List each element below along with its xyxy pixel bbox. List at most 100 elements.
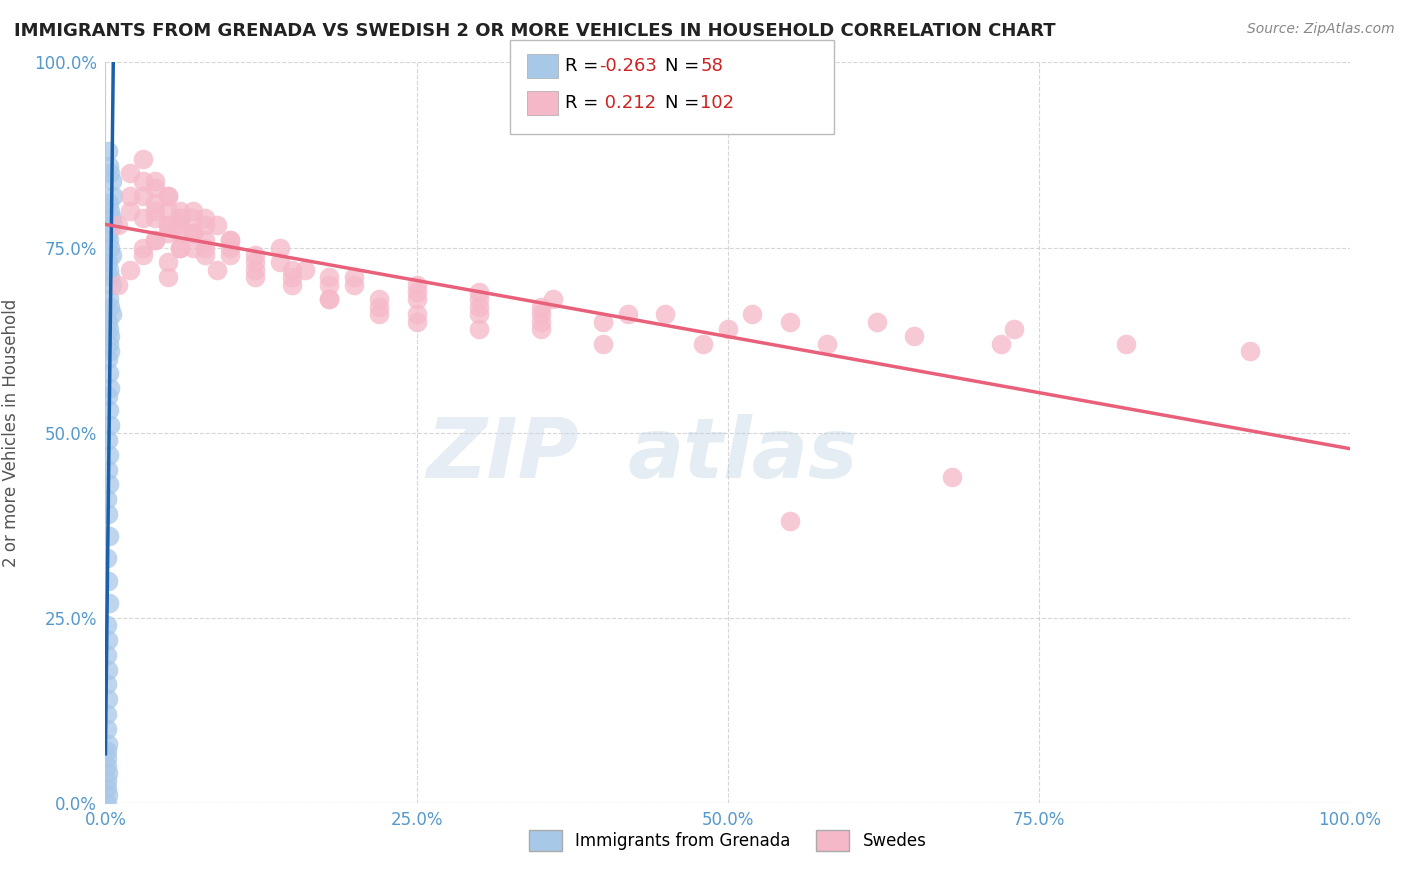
Point: [156, 203, 179, 218]
Point: [100, 307, 122, 321]
Point: [181, 226, 204, 240]
Point: [269, 255, 291, 269]
Point: [97, 351, 120, 366]
Point: [97, 145, 120, 159]
Point: [194, 248, 217, 262]
Point: [100, 174, 122, 188]
Point: [530, 315, 553, 329]
Point: [181, 211, 204, 225]
Point: [169, 211, 191, 225]
Point: [143, 196, 166, 211]
Point: [132, 240, 155, 255]
Point: [181, 226, 204, 240]
Point: [143, 211, 166, 225]
Point: [219, 248, 242, 262]
Point: [318, 293, 340, 307]
Point: [156, 226, 179, 240]
Point: [98, 448, 121, 462]
Point: [592, 336, 614, 351]
Point: [368, 307, 391, 321]
Text: 102: 102: [700, 94, 734, 112]
Point: [100, 381, 122, 395]
Point: [143, 233, 166, 247]
Point: [107, 219, 129, 233]
Point: [100, 240, 122, 255]
Text: R =: R =: [565, 94, 605, 112]
Point: [97, 574, 120, 588]
Point: [617, 307, 640, 321]
Point: [181, 203, 204, 218]
Point: [98, 367, 121, 381]
Point: [156, 188, 179, 202]
Point: [467, 293, 491, 307]
Text: R =: R =: [565, 56, 605, 75]
Point: [294, 262, 316, 277]
Point: [97, 315, 120, 329]
Point: [98, 336, 121, 351]
Point: [120, 166, 142, 180]
Point: [96, 706, 118, 721]
Point: [318, 277, 340, 292]
Point: [96, 677, 118, 691]
Point: [343, 270, 366, 285]
Text: N =: N =: [665, 56, 704, 75]
Point: [100, 300, 122, 314]
Point: [97, 507, 120, 521]
Point: [156, 219, 179, 233]
Point: [318, 270, 340, 285]
Point: [181, 226, 204, 240]
Point: [692, 336, 714, 351]
Point: [169, 211, 191, 225]
Point: [866, 315, 889, 329]
Point: [98, 596, 121, 610]
Point: [98, 196, 121, 211]
Point: [100, 418, 122, 433]
Point: [405, 293, 427, 307]
Y-axis label: 2 or more Vehicles in Household: 2 or more Vehicles in Household: [3, 299, 20, 566]
Point: [530, 307, 553, 321]
Text: ZIP: ZIP: [426, 414, 578, 495]
Point: [100, 211, 122, 225]
Point: [100, 203, 122, 218]
Text: N =: N =: [665, 94, 704, 112]
Point: [98, 293, 121, 307]
Point: [405, 285, 427, 299]
Point: [243, 248, 266, 262]
Point: [169, 240, 191, 255]
Point: [405, 315, 427, 329]
Point: [779, 315, 801, 329]
Point: [143, 203, 166, 218]
Point: [98, 322, 121, 336]
Point: [97, 462, 120, 476]
Point: [530, 300, 553, 314]
Point: [96, 751, 118, 765]
Point: [156, 255, 179, 269]
Point: [132, 211, 155, 225]
Point: [97, 663, 120, 677]
Point: [132, 188, 155, 202]
Point: [368, 300, 391, 314]
Point: [98, 159, 121, 173]
Point: [97, 226, 120, 240]
Point: [405, 277, 427, 292]
Point: [96, 758, 118, 772]
Point: [101, 219, 124, 233]
Point: [219, 233, 242, 247]
Point: [96, 780, 118, 795]
Point: [219, 233, 242, 247]
Point: [143, 181, 166, 195]
Text: atlas: atlas: [628, 414, 859, 495]
Point: [101, 188, 124, 202]
Point: [98, 529, 121, 543]
Point: [207, 262, 229, 277]
Point: [97, 766, 120, 780]
Point: [207, 219, 229, 233]
Point: [120, 188, 142, 202]
Point: [405, 307, 427, 321]
Point: [219, 240, 242, 255]
Point: [318, 293, 340, 307]
Point: [96, 744, 118, 758]
Point: [96, 773, 118, 788]
Point: [169, 203, 191, 218]
Point: [467, 300, 491, 314]
